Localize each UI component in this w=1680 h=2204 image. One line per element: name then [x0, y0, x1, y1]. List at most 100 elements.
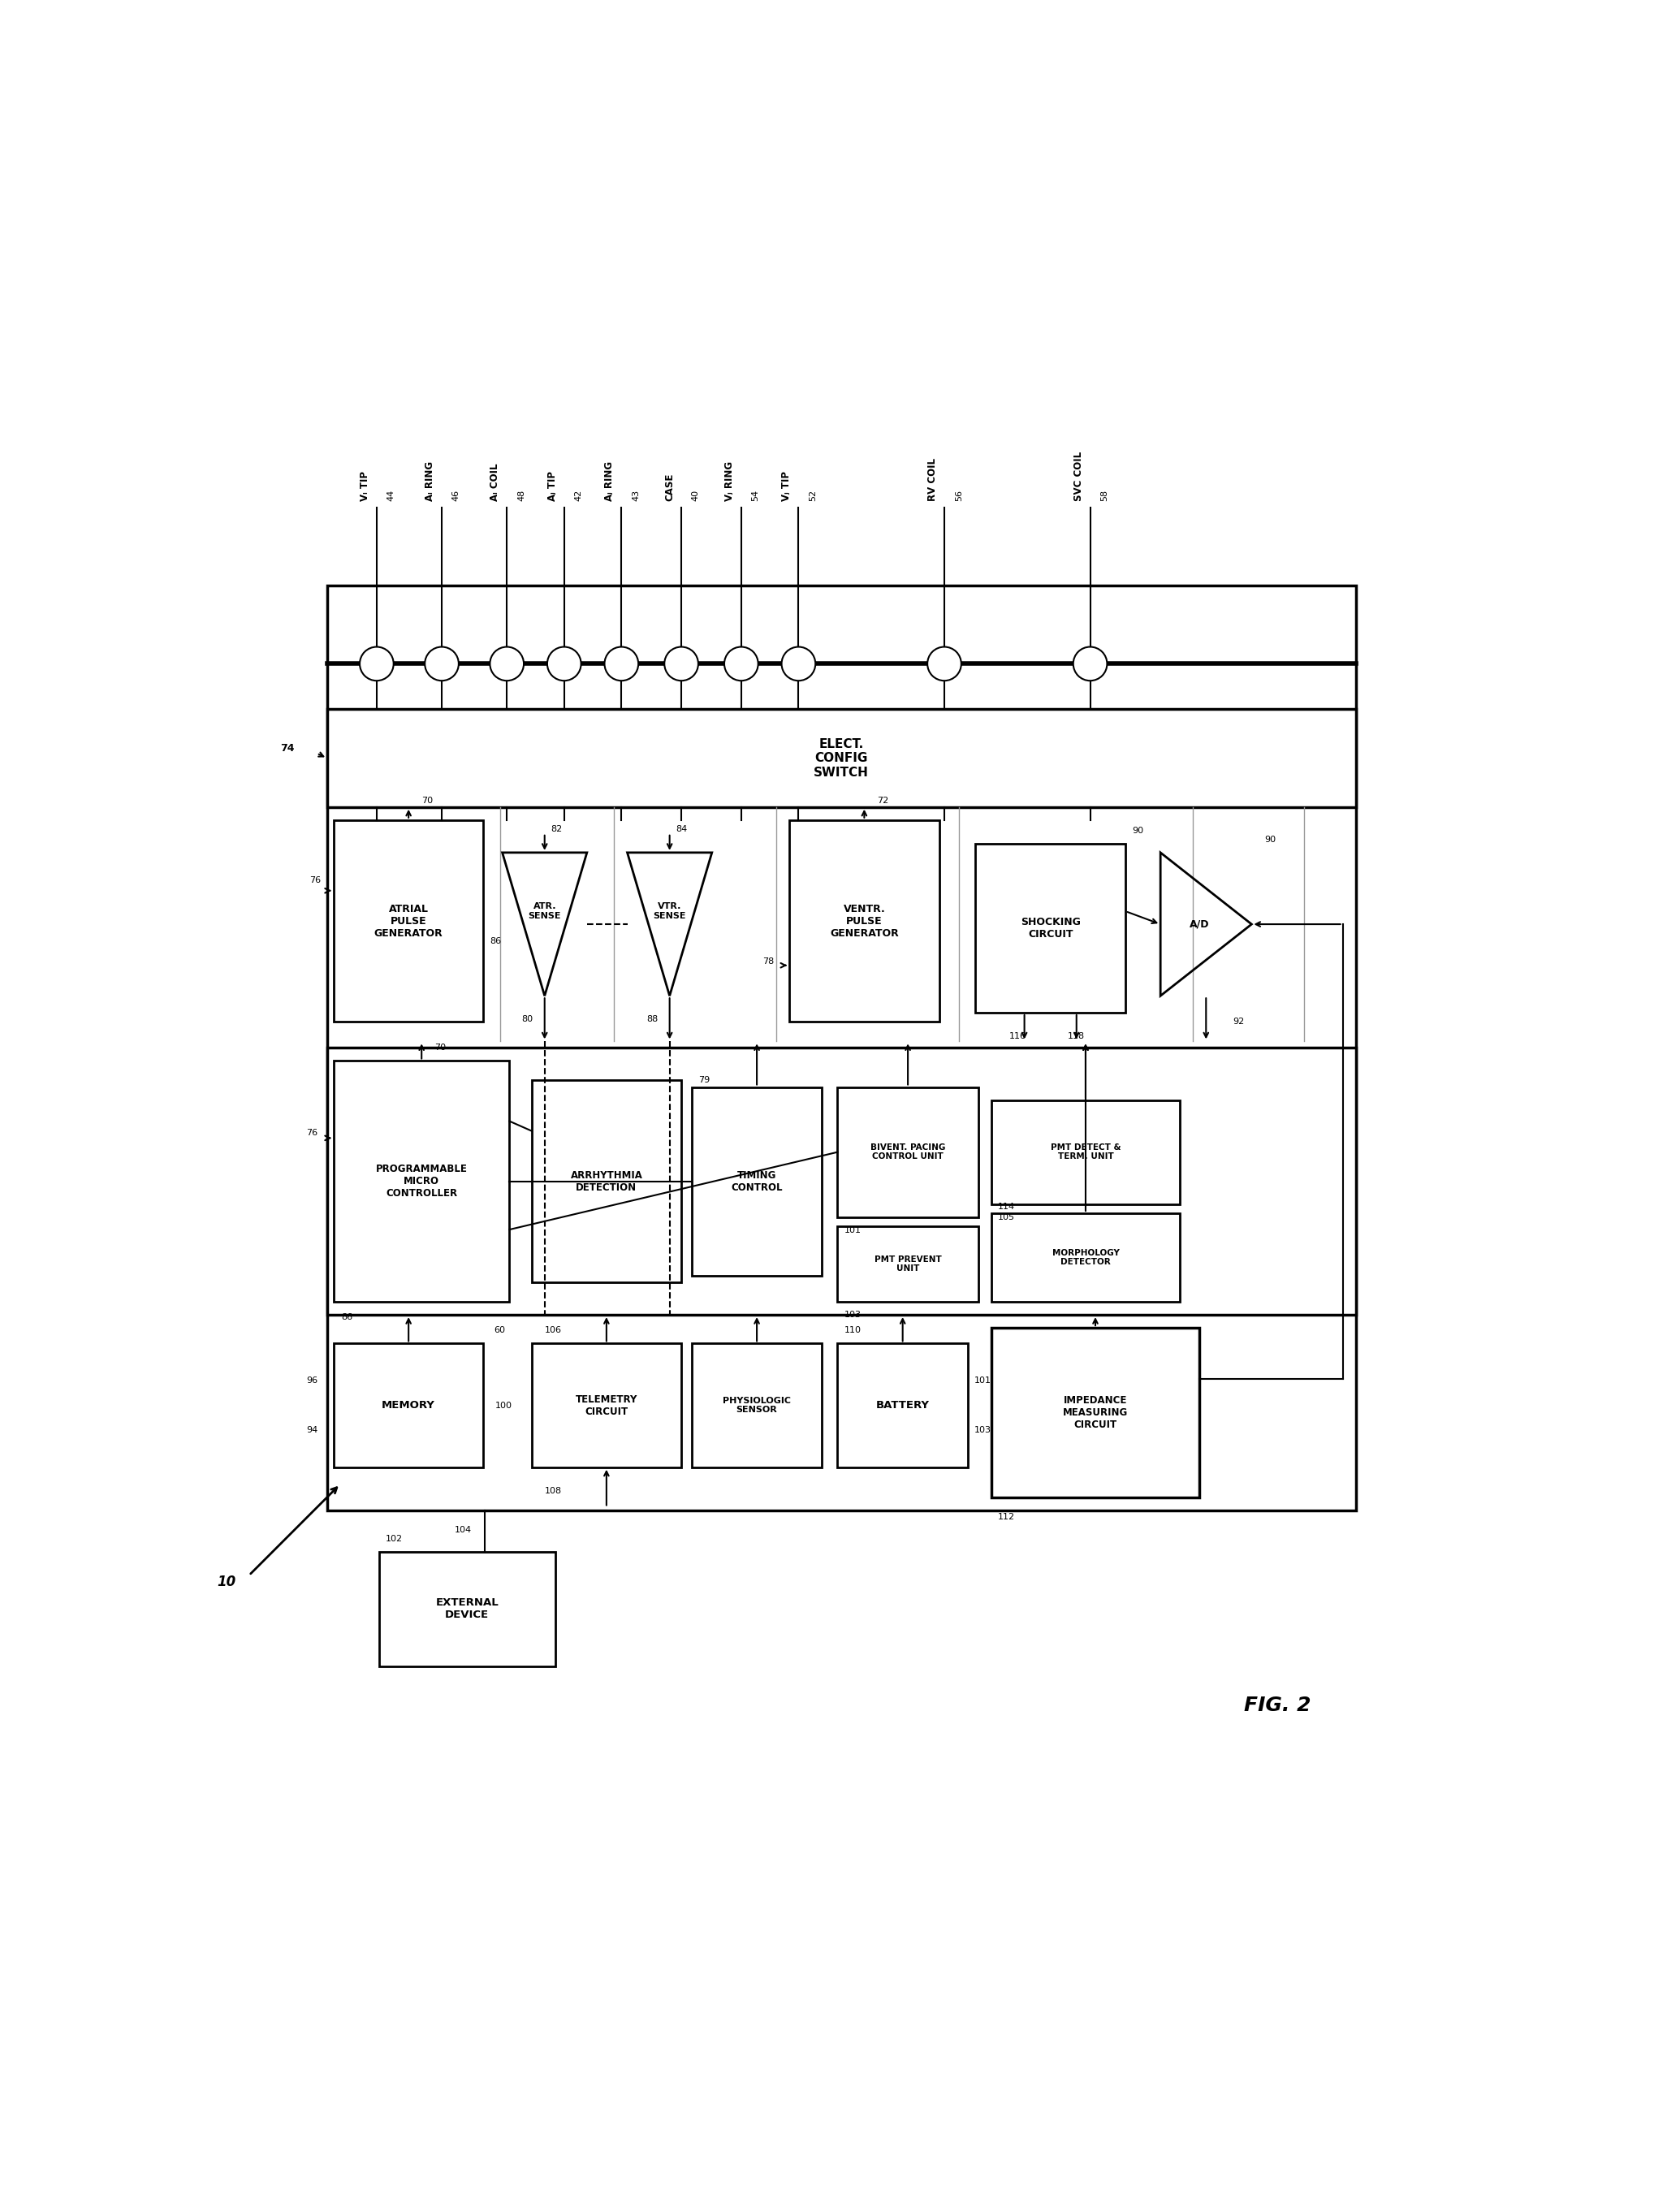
Text: PROGRAMMABLE
MICRO
CONTROLLER: PROGRAMMABLE MICRO CONTROLLER	[376, 1164, 467, 1199]
Text: 42: 42	[575, 489, 583, 500]
Text: 114: 114	[998, 1203, 1015, 1210]
Text: 101: 101	[974, 1378, 991, 1384]
Text: 54: 54	[751, 489, 759, 500]
Text: 48: 48	[517, 489, 526, 500]
Circle shape	[781, 646, 815, 681]
FancyBboxPatch shape	[976, 844, 1126, 1014]
FancyBboxPatch shape	[991, 1100, 1179, 1203]
Text: 118: 118	[1068, 1031, 1085, 1040]
Text: PHYSIOLOGIC
SENSOR: PHYSIOLOGIC SENSOR	[722, 1397, 791, 1415]
Text: 84: 84	[675, 824, 687, 833]
Text: 108: 108	[544, 1485, 561, 1494]
Text: 106: 106	[544, 1327, 561, 1336]
Circle shape	[724, 646, 758, 681]
Text: VENTR.
PULSE
GENERATOR: VENTR. PULSE GENERATOR	[830, 904, 899, 939]
Text: 103: 103	[843, 1311, 862, 1318]
Text: Vⱼ RING: Vⱼ RING	[724, 461, 734, 500]
Text: 40: 40	[692, 489, 701, 500]
FancyBboxPatch shape	[328, 710, 1356, 807]
Text: 43: 43	[632, 489, 640, 500]
FancyBboxPatch shape	[991, 1212, 1179, 1303]
Text: 86: 86	[341, 1314, 353, 1322]
Text: 56: 56	[954, 489, 963, 500]
Text: 76: 76	[309, 877, 321, 884]
Text: FIG. 2: FIG. 2	[1245, 1695, 1310, 1715]
Text: 92: 92	[1233, 1018, 1245, 1025]
Circle shape	[664, 646, 699, 681]
Text: 79: 79	[699, 1076, 711, 1084]
Circle shape	[1074, 646, 1107, 681]
Text: Vⱼ TIP: Vⱼ TIP	[781, 472, 791, 500]
Text: EXTERNAL
DEVICE: EXTERNAL DEVICE	[435, 1598, 499, 1620]
Text: 100: 100	[496, 1402, 512, 1408]
FancyBboxPatch shape	[838, 1344, 968, 1468]
Text: TIMING
CONTROL: TIMING CONTROL	[731, 1170, 783, 1192]
Text: 58: 58	[1100, 489, 1109, 500]
Text: 52: 52	[810, 489, 816, 500]
Text: 101: 101	[843, 1225, 862, 1234]
Text: MEMORY: MEMORY	[381, 1400, 435, 1411]
Text: SVC COIL: SVC COIL	[1074, 452, 1084, 500]
Text: Aₗ COIL: Aₗ COIL	[491, 463, 501, 500]
Text: 112: 112	[998, 1512, 1015, 1521]
FancyBboxPatch shape	[531, 1344, 682, 1468]
FancyBboxPatch shape	[692, 1344, 822, 1468]
Text: RV COIL: RV COIL	[927, 458, 937, 500]
FancyBboxPatch shape	[334, 1060, 509, 1303]
Text: 105: 105	[998, 1212, 1015, 1221]
FancyBboxPatch shape	[838, 1087, 978, 1217]
Circle shape	[605, 646, 638, 681]
Text: A/D: A/D	[1189, 919, 1210, 930]
Text: 96: 96	[306, 1378, 318, 1384]
FancyBboxPatch shape	[328, 586, 1356, 1510]
Text: 72: 72	[877, 796, 889, 804]
FancyBboxPatch shape	[838, 1225, 978, 1303]
Text: Aₗ RING: Aₗ RING	[425, 461, 435, 500]
FancyBboxPatch shape	[790, 820, 939, 1023]
Text: 78: 78	[763, 957, 774, 965]
FancyBboxPatch shape	[692, 1087, 822, 1276]
Circle shape	[548, 646, 581, 681]
Text: Vₗ TIP: Vₗ TIP	[360, 472, 370, 500]
Circle shape	[425, 646, 459, 681]
Circle shape	[927, 646, 961, 681]
Text: 60: 60	[494, 1327, 506, 1336]
Text: MORPHOLOGY
DETECTOR: MORPHOLOGY DETECTOR	[1052, 1250, 1119, 1267]
Text: ATR.
SENSE: ATR. SENSE	[528, 901, 561, 919]
Text: 86: 86	[491, 937, 501, 946]
FancyBboxPatch shape	[328, 1047, 1356, 1316]
Text: BIVENT. PACING
CONTROL UNIT: BIVENT. PACING CONTROL UNIT	[870, 1144, 946, 1162]
Text: 76: 76	[306, 1128, 318, 1137]
Text: SHOCKING
CIRCUIT: SHOCKING CIRCUIT	[1020, 917, 1080, 939]
Text: 70: 70	[435, 1045, 447, 1051]
Text: ARRHYTHMIA
DETECTION: ARRHYTHMIA DETECTION	[571, 1170, 642, 1192]
FancyBboxPatch shape	[334, 1344, 484, 1468]
Text: TELEMETRY
CIRCUIT: TELEMETRY CIRCUIT	[576, 1393, 637, 1417]
Text: 90: 90	[1132, 826, 1144, 835]
Text: PMT DETECT &
TERM. UNIT: PMT DETECT & TERM. UNIT	[1050, 1144, 1121, 1162]
Text: PMT PREVENT
UNIT: PMT PREVENT UNIT	[874, 1256, 941, 1274]
FancyBboxPatch shape	[380, 1552, 554, 1666]
Circle shape	[491, 646, 524, 681]
Text: 10: 10	[217, 1574, 235, 1589]
Text: CASE: CASE	[664, 474, 675, 500]
FancyBboxPatch shape	[991, 1327, 1200, 1497]
Text: 70: 70	[422, 796, 433, 804]
Text: 90: 90	[1265, 835, 1277, 844]
Text: 116: 116	[1010, 1031, 1026, 1040]
FancyBboxPatch shape	[334, 820, 484, 1023]
Text: 104: 104	[455, 1525, 472, 1534]
Text: Aⱼ TIP: Aⱼ TIP	[548, 472, 558, 500]
Circle shape	[360, 646, 393, 681]
Text: ELECT.
CONFIG
SWITCH: ELECT. CONFIG SWITCH	[813, 738, 869, 778]
Text: Aⱼ RING: Aⱼ RING	[605, 461, 615, 500]
Text: 110: 110	[843, 1327, 862, 1336]
Text: 44: 44	[386, 489, 395, 500]
Text: BATTERY: BATTERY	[875, 1400, 929, 1411]
Text: 74: 74	[281, 743, 294, 754]
Text: 82: 82	[551, 824, 563, 833]
FancyBboxPatch shape	[531, 1080, 682, 1283]
Text: 103: 103	[974, 1426, 991, 1435]
Text: 94: 94	[306, 1426, 318, 1435]
Text: VTR.
SENSE: VTR. SENSE	[654, 901, 685, 919]
